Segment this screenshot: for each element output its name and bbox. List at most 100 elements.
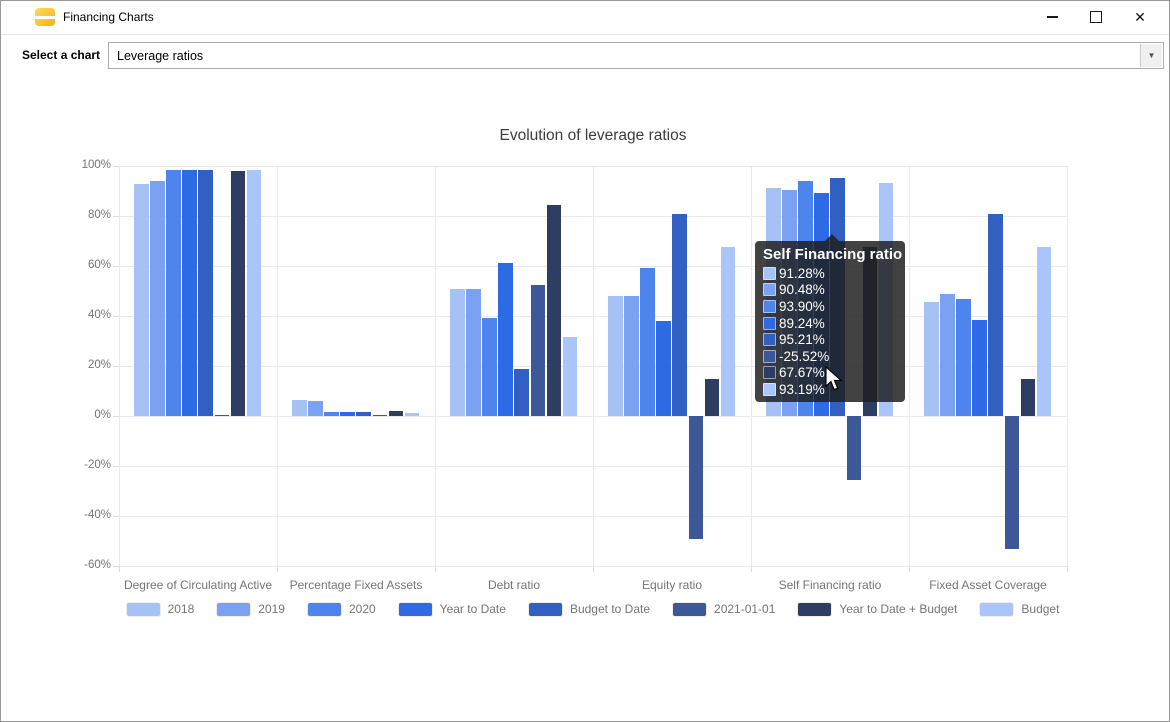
legend-item[interactable]: 2021-01-01 — [673, 602, 775, 616]
mouse-cursor — [825, 366, 843, 391]
y-axis-tick — [113, 515, 119, 517]
bar[interactable] — [704, 378, 720, 416]
y-axis-tick — [113, 415, 119, 417]
tooltip-swatch — [763, 316, 776, 330]
legend-swatch — [307, 602, 341, 616]
bar[interactable] — [150, 181, 165, 416]
bar[interactable] — [246, 169, 262, 416]
close-button[interactable]: ✕ — [1119, 2, 1161, 32]
bar[interactable] — [608, 296, 623, 416]
bar[interactable] — [230, 170, 246, 416]
bar[interactable] — [1020, 378, 1036, 416]
bar[interactable] — [656, 321, 671, 416]
bar[interactable] — [166, 170, 181, 416]
tooltip-swatch — [763, 283, 776, 297]
chevron-down-icon: ▼ — [1147, 51, 1156, 60]
tooltip-swatch — [763, 299, 776, 313]
x-axis-label: Fixed Asset Coverage — [929, 578, 1047, 592]
bar[interactable] — [846, 416, 861, 480]
y-axis-tick — [113, 465, 119, 467]
y-axis-label: -20% — [84, 459, 111, 471]
legend-item[interactable]: Budget — [980, 602, 1059, 616]
bar[interactable] — [198, 170, 213, 416]
minimize-button[interactable] — [1031, 2, 1073, 32]
bar[interactable] — [498, 263, 513, 416]
close-icon: ✕ — [1134, 9, 1146, 25]
bar[interactable] — [482, 317, 497, 416]
legend-item[interactable]: Year to Date — [398, 602, 506, 616]
tooltip-value: 67.67% — [779, 365, 825, 381]
tooltip-row: 90.48% — [763, 282, 897, 299]
x-axis-label: Degree of Circulating Active — [123, 578, 273, 592]
bar[interactable] — [672, 214, 687, 416]
y-axis-tick — [113, 265, 119, 267]
bar[interactable] — [324, 412, 339, 416]
bar[interactable] — [956, 298, 971, 416]
bar[interactable] — [972, 320, 987, 416]
tooltip-swatch — [763, 349, 776, 363]
bar[interactable] — [340, 412, 355, 416]
legend-swatch — [798, 602, 832, 616]
minimize-icon — [1046, 16, 1058, 18]
bar[interactable] — [214, 414, 229, 416]
bar[interactable] — [720, 246, 736, 416]
bar[interactable] — [466, 288, 481, 416]
bar[interactable] — [450, 289, 465, 416]
x-axis-tick — [592, 566, 594, 572]
tooltip-swatch — [763, 333, 776, 347]
bar[interactable] — [988, 214, 1003, 416]
y-axis-label: 60% — [87, 259, 111, 271]
bar[interactable] — [1036, 247, 1052, 416]
maximize-button[interactable] — [1075, 2, 1117, 32]
legend-item[interactable]: Year to Date + Budget — [798, 602, 957, 616]
chart-selector-combobox[interactable]: Leverage ratios ▼ — [108, 42, 1164, 69]
tooltip-value: 89.24% — [779, 315, 825, 331]
x-axis-label: Percentage Fixed Assets — [289, 578, 423, 592]
gridline-vertical — [1066, 166, 1068, 566]
legend-item[interactable]: 2018 — [126, 602, 195, 616]
bar[interactable] — [292, 399, 307, 416]
titlebar: Financing Charts ✕ — [1, 1, 1169, 35]
legend-item[interactable]: 2019 — [217, 602, 285, 616]
tooltip-row: 95.21% — [763, 331, 897, 348]
bar[interactable] — [1004, 416, 1019, 550]
bar[interactable] — [356, 411, 371, 416]
bar[interactable] — [182, 170, 197, 416]
x-axis-tick — [434, 566, 436, 572]
y-axis-label: 80% — [87, 209, 111, 221]
x-axis-tick — [118, 566, 120, 572]
legend-swatch — [217, 602, 251, 616]
bar[interactable] — [388, 411, 404, 416]
legend-swatch — [673, 602, 707, 616]
gridline-vertical — [276, 166, 278, 566]
tooltip-value: 93.19% — [779, 381, 825, 397]
y-axis-tick — [113, 315, 119, 317]
bar[interactable] — [134, 183, 149, 416]
bar[interactable] — [404, 412, 420, 416]
gridline-vertical — [908, 166, 910, 566]
bar[interactable] — [640, 267, 655, 416]
x-axis-label: Self Financing ratio — [778, 578, 882, 592]
bar[interactable] — [514, 368, 529, 416]
bar[interactable] — [530, 285, 545, 416]
bar[interactable] — [546, 205, 562, 416]
x-axis-label: Debt ratio — [487, 578, 541, 592]
x-axis-tick — [276, 566, 278, 572]
y-axis-label: 0% — [94, 409, 111, 421]
bar[interactable] — [562, 336, 578, 416]
bar[interactable] — [924, 301, 939, 416]
chart-selector-dropdown-button[interactable]: ▼ — [1140, 44, 1162, 67]
x-axis-tick — [908, 566, 910, 572]
legend-item[interactable]: 2020 — [307, 602, 376, 616]
bar[interactable] — [688, 416, 703, 540]
gridline-vertical — [434, 166, 436, 566]
legend-label: 2018 — [167, 602, 195, 616]
bar[interactable] — [940, 293, 955, 416]
y-axis-label: -60% — [84, 559, 111, 571]
bar[interactable] — [372, 415, 387, 416]
tooltip-row: 89.24% — [763, 315, 897, 332]
legend-label: Budget — [1021, 602, 1060, 616]
bar[interactable] — [308, 400, 323, 416]
bar[interactable] — [624, 295, 639, 416]
legend-item[interactable]: Budget to Date — [528, 602, 650, 616]
